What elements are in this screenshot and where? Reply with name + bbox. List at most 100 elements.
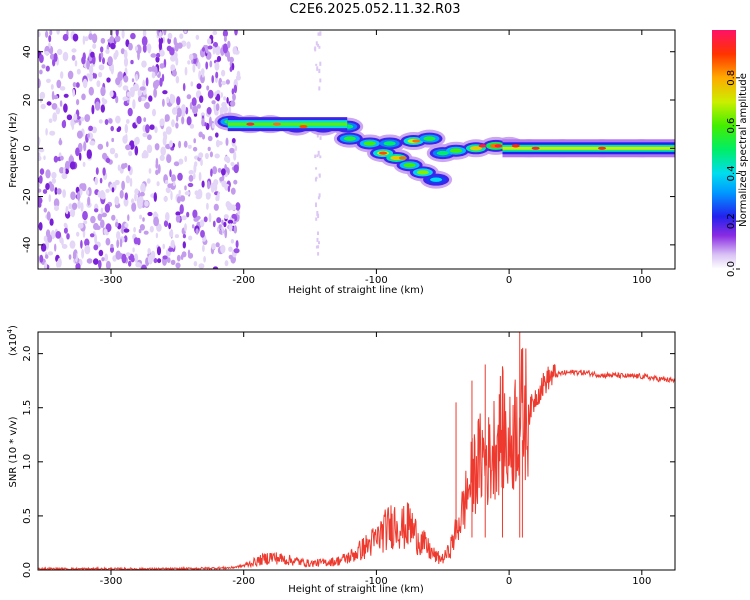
noise-speckle	[198, 152, 204, 159]
noise-speckle	[97, 190, 102, 198]
noise-speckle	[186, 94, 192, 100]
noise-speckle	[88, 65, 94, 74]
noise-speckle	[206, 180, 211, 190]
snr-multiplier: (x104)	[6, 325, 19, 356]
noise-speckle	[123, 57, 129, 67]
noise-speckle	[38, 188, 42, 193]
noise-speckle	[166, 96, 170, 104]
noise-speckle	[43, 235, 48, 242]
noise-speckle	[170, 190, 173, 201]
noise-speckle	[123, 85, 127, 91]
noise-speckle	[214, 45, 221, 56]
noise-speckle	[44, 261, 48, 269]
snr-ytick-label: 2.0	[22, 346, 33, 362]
noise-speckle	[163, 132, 168, 142]
noise-speckle	[98, 249, 104, 257]
noise-speckle	[90, 215, 96, 224]
noise-speckle	[182, 241, 186, 249]
noise-speckle	[126, 91, 131, 97]
noise-speckle	[153, 192, 157, 202]
ridge-core	[416, 170, 429, 175]
noise-speckle	[69, 209, 74, 217]
noise-speckle	[78, 152, 82, 161]
noise-speckle	[217, 141, 223, 146]
noise-speckle	[49, 30, 53, 36]
noise-speckle	[88, 33, 94, 40]
noise-speckle	[93, 258, 99, 265]
noise-speckle	[163, 30, 167, 36]
noise-speckle	[142, 30, 147, 38]
noise-speckle	[38, 152, 41, 157]
noise-speckle	[72, 33, 79, 42]
noise-speckle	[66, 233, 70, 240]
noise-speckle	[314, 154, 317, 159]
noise-speckle	[203, 255, 207, 263]
noise-speckle	[68, 203, 73, 210]
noise-speckle	[199, 95, 204, 103]
colorbar-label: Normalized spectral amplitude	[738, 73, 749, 227]
noise-speckle	[59, 137, 62, 146]
noise-speckle	[120, 48, 125, 55]
noise-speckle	[221, 173, 225, 181]
noise-speckle	[95, 225, 101, 230]
noise-speckle	[83, 220, 88, 225]
ridge-band-core	[227, 122, 348, 126]
noise-speckle	[94, 101, 101, 111]
noise-speckle	[134, 193, 137, 202]
noise-speckle	[87, 133, 90, 138]
noise-speckle	[40, 243, 47, 252]
noise-speckle	[47, 251, 54, 256]
ridge-hotspot	[531, 146, 540, 150]
noise-speckle	[49, 183, 55, 192]
colorbar-tick-label: 0.6	[726, 118, 737, 134]
noise-speckle	[136, 115, 142, 125]
noise-speckle	[231, 88, 235, 95]
ridge-core	[363, 141, 376, 146]
noise-speckle	[86, 258, 93, 264]
noise-speckle	[202, 244, 205, 252]
noise-speckle	[88, 125, 93, 131]
noise-speckle	[227, 219, 234, 224]
noise-speckle	[222, 43, 228, 54]
noise-speckle	[123, 235, 128, 243]
noise-speckle	[53, 198, 60, 208]
noise-speckle	[132, 247, 135, 253]
noise-speckle	[105, 188, 110, 193]
noise-speckle	[178, 158, 184, 165]
noise-speckle	[146, 43, 152, 52]
noise-speckle	[192, 209, 198, 219]
noise-speckle	[158, 37, 164, 45]
noise-speckle	[182, 234, 186, 239]
noise-speckle	[41, 64, 46, 69]
noise-speckle	[232, 93, 236, 101]
noise-speckle	[214, 153, 220, 159]
noise-speckle	[216, 93, 221, 102]
noise-speckle	[123, 197, 129, 207]
noise-speckle	[165, 126, 172, 135]
noise-speckle	[57, 257, 62, 268]
noise-speckle	[101, 97, 105, 103]
noise-speckle	[80, 239, 83, 249]
noise-speckle	[60, 155, 64, 161]
noise-speckle	[147, 254, 153, 265]
noise-speckle	[38, 222, 43, 231]
noise-speckle	[39, 254, 44, 263]
noise-speckle	[317, 196, 320, 200]
noise-speckle	[159, 77, 163, 87]
noise-speckle	[221, 69, 226, 77]
noise-speckle	[318, 241, 320, 245]
noise-speckle	[223, 221, 227, 228]
noise-speckle	[186, 211, 190, 218]
noise-speckle	[111, 214, 116, 221]
noise-speckle	[86, 60, 90, 70]
snr-panel: -300 -200 -100 0 100 0.0 0.5 1.0 1.5 2.0 Height o…	[6, 325, 676, 595]
noise-speckle	[169, 93, 174, 99]
noise-speckle	[126, 119, 130, 124]
noise-speckle	[144, 102, 149, 109]
noise-region	[38, 30, 322, 269]
noise-speckle	[173, 161, 180, 167]
noise-speckle	[56, 188, 62, 195]
noise-speckle	[162, 98, 165, 107]
noise-speckle	[114, 49, 119, 58]
noise-speckle	[153, 216, 160, 227]
